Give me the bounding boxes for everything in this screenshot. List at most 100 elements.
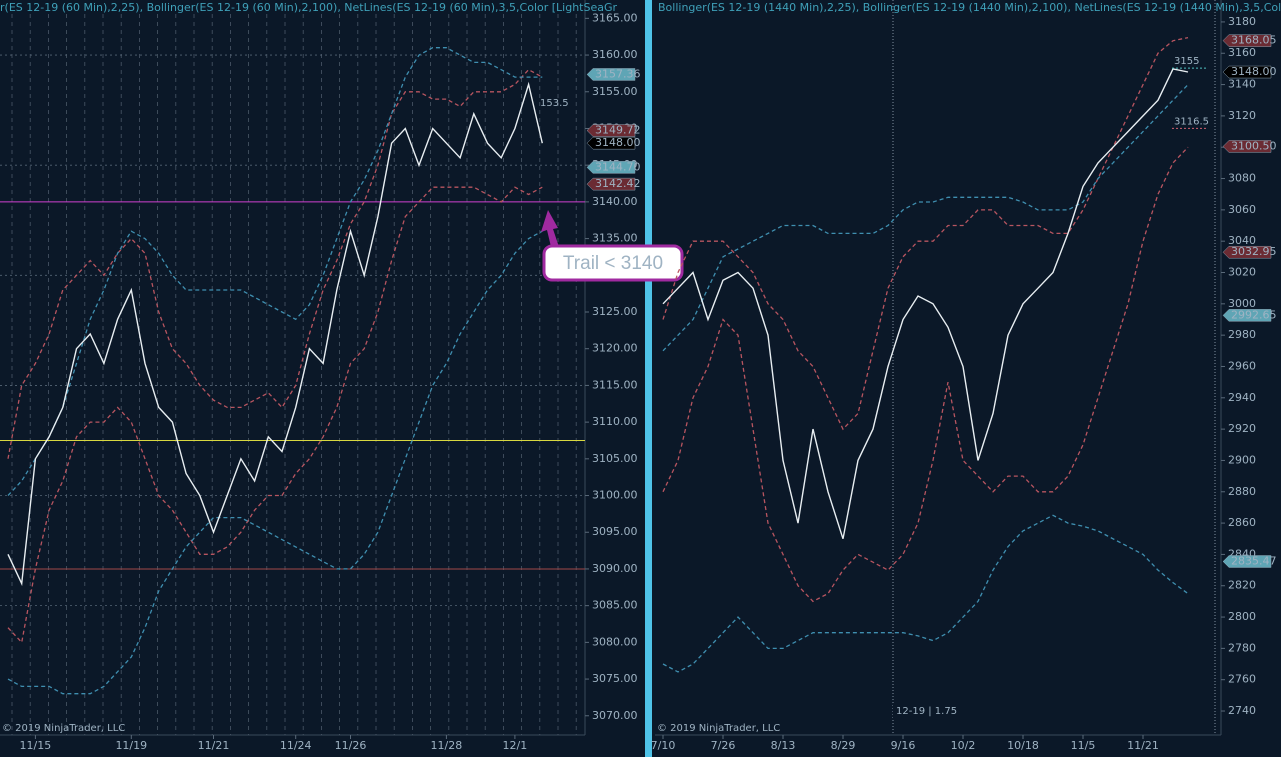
y-tick-label: 3155.00 (592, 85, 638, 98)
y-tick-label: 3125.00 (592, 305, 638, 318)
y-tick-label: 2900 (1228, 453, 1256, 466)
price-tag-label: 3148.00 (595, 136, 641, 149)
y-tick-label: 2960 (1228, 359, 1256, 372)
level-label: 3155 (1174, 56, 1199, 67)
price-tag (1222, 34, 1272, 47)
price-tag-label: 3142.42 (595, 177, 641, 190)
callout-text: Trail < 3140 (563, 253, 663, 274)
price-line (662, 68, 1189, 540)
band-line (7, 47, 543, 496)
y-tick-label: 2800 (1228, 610, 1256, 623)
x-tick-label: 11/21 (1127, 739, 1159, 752)
price-tag-label: 3168.05 (1231, 34, 1277, 47)
y-tick-label: 3095.00 (592, 525, 638, 538)
panel-separator (645, 0, 652, 757)
price-tag (1222, 309, 1272, 322)
copyright: © 2019 NinjaTrader, LLC (657, 723, 780, 734)
price-tag (586, 161, 636, 174)
price-tag-label: 3157.36 (595, 67, 641, 80)
price-tag-label: 3148.00 (1231, 65, 1277, 78)
y-tick-label: 3040 (1228, 234, 1256, 247)
price-tag (1222, 245, 1272, 259)
x-tick-label: 11/24 (280, 739, 312, 752)
y-tick-label: 3070.00 (592, 709, 638, 722)
indicator-header: Bollinger(ES 12-19 (1440 Min),2,25), Bol… (658, 1, 1281, 14)
level-label: 3116.5 (1174, 116, 1209, 127)
price-tag-label: 2835.47 (1231, 555, 1277, 568)
y-tick-label: 3080.00 (592, 635, 638, 648)
x-tick-label: 8/29 (831, 739, 856, 752)
price-tag-label: 3149.72 (595, 124, 641, 137)
x-tick-label: 7/26 (711, 739, 736, 752)
x-tick-label: 9/16 (891, 739, 916, 752)
price-tag (1222, 555, 1272, 568)
y-tick-label: 3160.00 (592, 48, 638, 61)
y-tick-label: 2980 (1228, 328, 1256, 341)
y-tick-label: 3165.00 (592, 11, 638, 24)
price-tag (586, 177, 636, 191)
y-tick-label: 2740 (1228, 704, 1256, 717)
band-line (662, 36, 1189, 431)
copyright: © 2019 NinjaTrader, LLC (2, 723, 125, 734)
y-tick-label: 3120 (1228, 109, 1256, 122)
band-line (662, 514, 1189, 673)
x-tick-label: 8/13 (771, 739, 796, 752)
x-tick-label: 10/2 (951, 739, 976, 752)
y-tick-label: 3085.00 (592, 599, 638, 612)
indicator-header: r(ES 12-19 (60 Min),2,25), Bollinger(ES … (0, 1, 618, 14)
y-tick-label: 2860 (1228, 516, 1256, 529)
y-tick-label: 2780 (1228, 641, 1256, 654)
y-tick-label: 3100.00 (592, 489, 638, 502)
y-tick-label: 2760 (1228, 673, 1256, 686)
y-tick-label: 2820 (1228, 579, 1256, 592)
price-tag-label: 2992.65 (1231, 308, 1277, 321)
y-tick-label: 3160 (1228, 46, 1256, 59)
y-tick-label: 3105.00 (592, 452, 638, 465)
price-tag (586, 68, 636, 81)
band-line (7, 186, 543, 644)
x-tick-label: 10/18 (1007, 739, 1039, 752)
x-tick-label: 11/5 (1071, 739, 1096, 752)
price-tag-label: 3100.50 (1231, 139, 1277, 152)
band-line (662, 84, 1189, 352)
price-tag (1222, 140, 1272, 153)
y-tick-label: 3140.00 (592, 195, 638, 208)
y-tick-label: 2920 (1228, 422, 1256, 435)
band-line (662, 146, 1189, 603)
y-tick-label: 3140 (1228, 78, 1256, 91)
y-tick-label: 2880 (1228, 485, 1256, 498)
y-tick-label: 3060 (1228, 203, 1256, 216)
x-tick-label: 12/1 (503, 739, 528, 752)
y-tick-label: 2940 (1228, 391, 1256, 404)
y-tick-label: 3180 (1228, 15, 1256, 28)
price-line (7, 81, 543, 587)
price-tag (586, 136, 636, 150)
price-tag (586, 124, 636, 137)
y-tick-label: 3000 (1228, 297, 1256, 310)
y-tick-label: 3115.00 (592, 378, 638, 391)
x-tick-label: 11/28 (431, 739, 463, 752)
note: 12-19 | 1.75 (896, 706, 957, 717)
x-tick-label: 11/26 (335, 739, 367, 752)
band-line (7, 230, 543, 695)
note-bg (893, 704, 955, 718)
y-tick-label: 3120.00 (592, 342, 638, 355)
x-tick-label: 11/15 (20, 739, 52, 752)
y-tick-label: 3020 (1228, 266, 1256, 279)
price-tag-label: 3032.95 (1231, 245, 1277, 258)
y-tick-label: 3135.00 (592, 232, 638, 245)
note: 153.5 (540, 98, 569, 109)
band-line (7, 68, 543, 459)
y-tick-label: 3080 (1228, 172, 1256, 185)
callout-arrow (541, 210, 560, 251)
price-tag (1222, 65, 1272, 79)
x-tick-label: 7/10 (651, 739, 676, 752)
x-tick-label: 11/21 (198, 739, 230, 752)
y-tick-label: 3090.00 (592, 562, 638, 575)
x-tick-label: 11/19 (115, 739, 147, 752)
price-tag-label: 3144.70 (595, 160, 641, 173)
y-tick-label: 3110.00 (592, 415, 638, 428)
